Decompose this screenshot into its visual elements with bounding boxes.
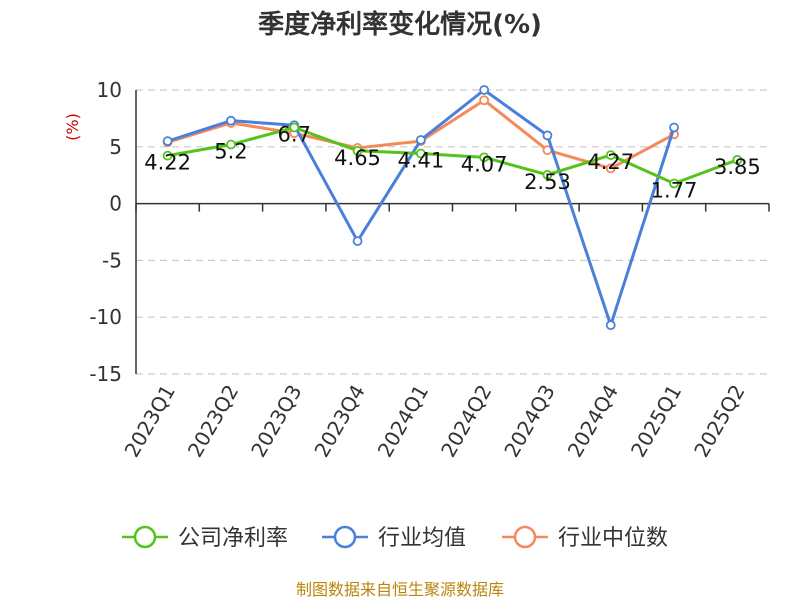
y-axis-unit: (%) [63, 113, 82, 141]
series-lines [162, 85, 743, 331]
data-point [162, 136, 173, 147]
gridlines [136, 89, 769, 375]
data-label: 6.7 [278, 122, 311, 146]
data-point [669, 122, 679, 133]
x-tick-label: 2023Q3 [246, 381, 306, 462]
x-axis: 2023Q1 2023Q2 2023Q3 2023Q4 2024Q1 2024Q2 2024… [120, 202, 770, 462]
y-tick-label: 0 [109, 192, 122, 216]
x-tick-label: 2023Q4 [309, 381, 369, 462]
data-point [605, 163, 616, 174]
data-point [289, 122, 300, 133]
chart-title: 季度净利率变化情况(%) [258, 9, 542, 40]
data-label: 3.85 [714, 155, 761, 179]
series-line [167, 125, 738, 185]
data-label: 4.41 [397, 149, 444, 173]
legend-label: 公司净利率 [178, 526, 288, 551]
data-point [479, 95, 490, 106]
source-note: 制图数据来自恒生聚源数据库 [296, 580, 504, 599]
data-label: 4.22 [144, 151, 191, 175]
y-axis: 10 5 0 -5 -10 -15 [89, 78, 137, 386]
data-point [605, 320, 616, 331]
x-tick-label: 2025Q2 [689, 381, 749, 462]
x-tick-label: 2025Q1 [626, 381, 686, 462]
legend-label: 行业中位数 [558, 526, 668, 551]
y-tick-label: 10 [97, 78, 122, 102]
data-point [415, 135, 426, 145]
legend-marker [333, 525, 357, 549]
data-point [226, 115, 236, 126]
data-point [669, 178, 679, 189]
data-point [226, 139, 236, 150]
y-tick-label: 5 [109, 135, 122, 159]
data-point [479, 152, 490, 163]
data-point [352, 236, 363, 246]
y-tick-label: -5 [102, 248, 122, 272]
legend-label: 行业均值 [378, 526, 466, 551]
data-point [415, 148, 426, 159]
data-label: 5.2 [214, 140, 247, 164]
data-point [352, 145, 363, 156]
data-point [162, 150, 173, 161]
x-tick-label: 2024Q1 [373, 381, 433, 462]
data-label: 1.77 [651, 178, 698, 202]
data-point [542, 130, 553, 141]
x-tick-label: 2023Q2 [183, 381, 243, 462]
data-label: 4.65 [334, 146, 381, 170]
data-label: 4.27 [587, 150, 634, 174]
y-tick-label: -15 [89, 362, 122, 386]
legend: 公司净利率 行业均值 行业中位数 [122, 525, 668, 551]
data-label: 2.53 [524, 170, 571, 194]
data-point [605, 150, 616, 160]
y-tick-label: -10 [89, 305, 122, 329]
data-point [732, 154, 743, 165]
data-label: 4.07 [461, 152, 508, 176]
x-tick-label: 2024Q3 [499, 381, 559, 462]
x-tick-label: 2024Q4 [563, 381, 623, 462]
legend-marker [133, 525, 157, 549]
data-point [542, 169, 553, 180]
legend-marker [513, 525, 537, 549]
data-point [479, 85, 490, 95]
data-labels: 4.22 5.2 6.7 4.65 4.41 4.07 2.53 4.27 1.77 3.85 [144, 122, 760, 202]
x-tick-label: 2023Q1 [120, 381, 180, 462]
x-tick-label: 2024Q2 [436, 381, 496, 462]
